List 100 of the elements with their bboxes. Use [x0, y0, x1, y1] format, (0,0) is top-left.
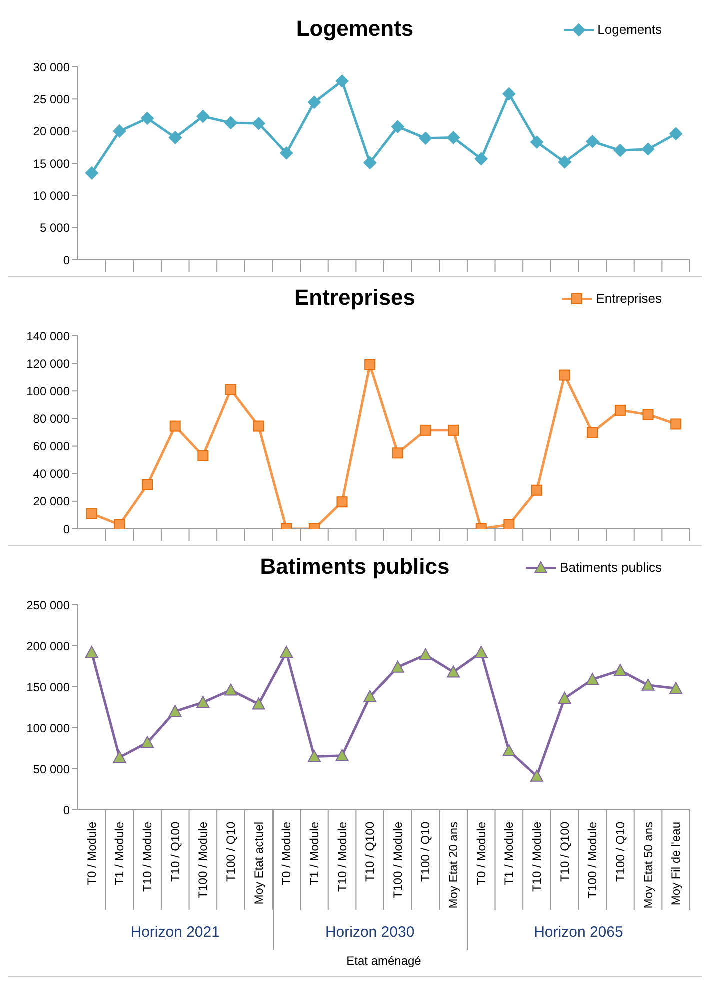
x-tick-label: Moy Etat 50 ans	[641, 822, 656, 909]
point	[391, 660, 404, 673]
point	[141, 736, 154, 748]
y-tick-label: 10 000	[33, 188, 70, 203]
x-tick-label: T1 / Module	[502, 822, 516, 886]
x-tick-label: T100 / Q10	[418, 822, 433, 882]
y-tick-label: 60 000	[33, 440, 70, 454]
point	[308, 96, 321, 109]
point	[587, 427, 598, 438]
y-tick-label: 5 000	[40, 221, 70, 236]
point	[642, 678, 655, 691]
point	[113, 751, 126, 764]
x-tick-label: Moy Fil de l'eau	[669, 822, 684, 906]
x-tick-label: Moy Etat actuel	[252, 822, 266, 905]
point	[447, 131, 460, 144]
point	[85, 166, 98, 180]
point	[308, 750, 321, 762]
point	[474, 152, 488, 166]
chart-title: Entreprises	[294, 285, 416, 310]
y-tick-label: 30 000	[33, 60, 70, 74]
point	[504, 519, 515, 529]
point	[336, 496, 348, 508]
point	[170, 420, 181, 432]
point	[614, 144, 627, 158]
point	[364, 690, 377, 702]
y-tick-label: 100 000	[26, 721, 70, 736]
point	[447, 666, 460, 678]
point	[502, 744, 516, 756]
x-tick-label: T0 / Module	[280, 822, 294, 886]
x-tick-label: T100 / Module	[390, 822, 405, 899]
point	[280, 646, 294, 658]
point	[198, 450, 209, 462]
point	[336, 749, 349, 762]
point	[226, 384, 236, 396]
point	[530, 770, 544, 782]
x-tick-label: T100 / Q10	[224, 822, 238, 882]
x-tick-label: T1 / Module	[112, 822, 127, 886]
x-tick-label: Moy Etat 20 ans	[446, 822, 461, 909]
legend-label: Logements	[598, 22, 662, 37]
point	[391, 120, 404, 134]
point	[670, 127, 683, 140]
point	[364, 359, 376, 370]
point	[419, 648, 432, 661]
point	[142, 479, 154, 490]
chart-title: Logements	[296, 16, 414, 41]
point	[224, 116, 238, 130]
y-tick-label: 0	[63, 253, 70, 268]
point	[670, 418, 682, 430]
legend-label: Entreprises	[596, 291, 662, 306]
point	[502, 88, 516, 101]
point	[530, 136, 544, 149]
point	[168, 705, 182, 718]
point	[392, 448, 404, 459]
x-tick-label: T100 / Module	[586, 822, 600, 899]
legend-label: Batiments publics	[560, 560, 662, 575]
y-tick-label: 50 000	[33, 762, 70, 776]
point	[559, 370, 570, 381]
y-tick-label: 20 000	[33, 124, 70, 139]
point	[85, 646, 98, 658]
x-tick-label: T10 / Module	[530, 822, 544, 892]
point	[224, 684, 238, 696]
y-tick-label: 140 000	[26, 329, 70, 344]
y-tick-label: 250 000	[26, 598, 70, 612]
x-tick-label: T100 / Module	[196, 822, 210, 899]
point	[420, 424, 432, 436]
y-tick-label: 15 000	[33, 156, 70, 171]
text: Horizon 2021	[130, 924, 221, 941]
point	[114, 519, 126, 529]
point	[474, 646, 488, 658]
point	[532, 484, 542, 496]
point	[280, 146, 294, 160]
point	[586, 673, 600, 686]
point	[253, 420, 264, 432]
x-tick-label: T10 / Q100	[168, 822, 182, 882]
y-tick-label: 100 000	[26, 384, 70, 398]
point	[586, 135, 600, 148]
x-tick-label: T0 / Module	[474, 822, 488, 886]
text: Horizon 2065	[533, 924, 624, 941]
point	[614, 404, 626, 416]
x-tick-label: T0 / Module	[84, 822, 99, 886]
x-tick-label: T10 / Module	[140, 822, 155, 892]
x-tick-label: T1 / Module	[307, 822, 322, 886]
point	[419, 132, 432, 145]
point	[196, 696, 210, 708]
point	[614, 664, 627, 676]
y-tick-label: 0	[63, 803, 70, 818]
point	[364, 156, 377, 170]
point	[196, 110, 210, 124]
point	[252, 698, 266, 710]
y-tick-label: 40 000	[33, 467, 70, 482]
x-tick-label: T100 / Q10	[613, 822, 628, 882]
point	[86, 508, 98, 520]
y-tick-label: 20 000	[33, 494, 70, 509]
x-tick-label: T10 / Module	[335, 822, 350, 892]
point	[642, 142, 655, 156]
point	[642, 409, 654, 420]
y-tick-label: 80 000	[33, 412, 70, 426]
y-tick-label: 150 000	[26, 680, 70, 694]
x-tick-label: T10 / Q100	[558, 822, 572, 882]
y-tick-label: 200 000	[26, 639, 70, 654]
